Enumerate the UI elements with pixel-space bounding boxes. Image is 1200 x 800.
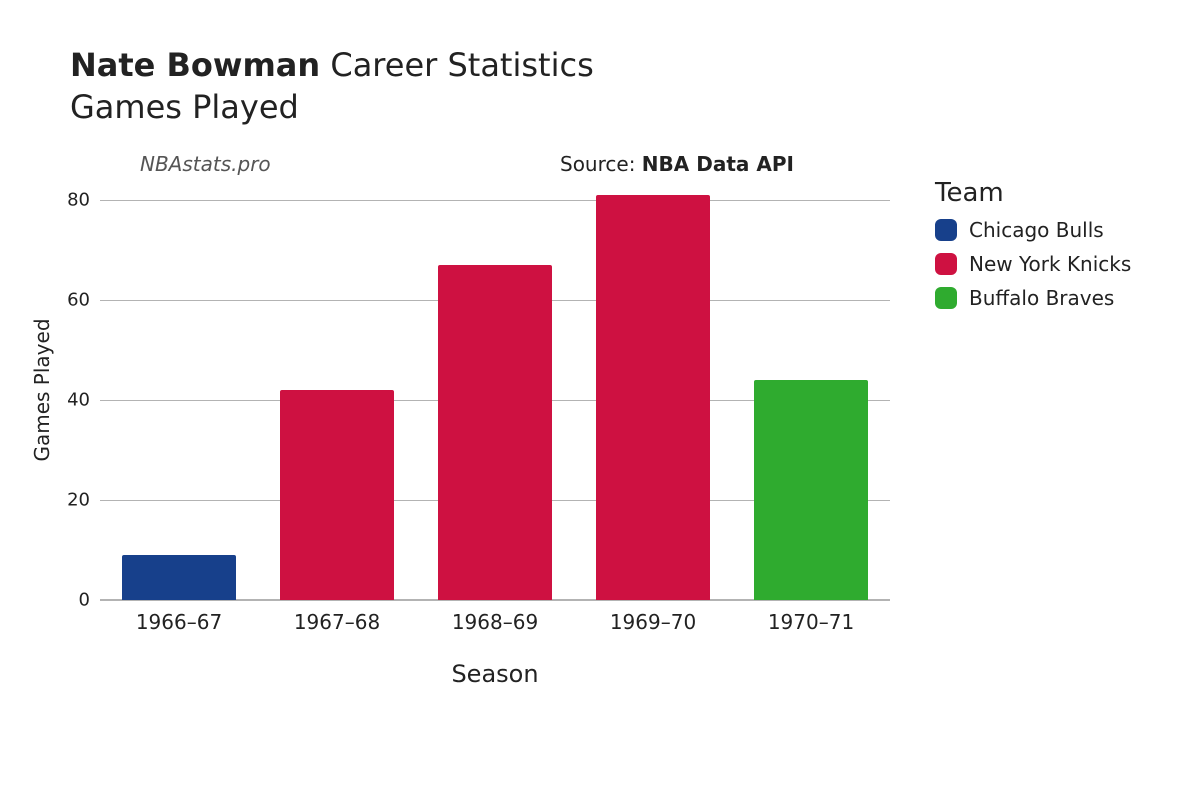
bar [438,265,552,600]
bar [754,380,868,600]
source-prefix: Source: [560,152,642,176]
legend-title: Team [935,178,1131,208]
legend-item: New York Knicks [935,252,1131,276]
bar [596,195,710,600]
x-axis-label: Season [451,660,538,688]
bar [280,390,394,600]
x-tick-label: 1968–69 [452,610,538,634]
legend-swatch [935,219,957,241]
grid-line [100,200,890,201]
grid-line [100,600,890,601]
plot-area [100,180,890,600]
bar [122,555,236,600]
y-tick-label: 40 [30,390,90,411]
legend-label: Chicago Bulls [969,218,1104,242]
legend-swatch [935,287,957,309]
legend-item: Buffalo Braves [935,286,1131,310]
legend: Team Chicago Bulls New York Knicks Buffalo… [935,178,1131,320]
legend-label: Buffalo Braves [969,286,1114,310]
chart-title: Nate Bowman Career Statistics Games Play… [70,46,594,126]
source-name: NBA Data API [642,152,794,176]
x-tick-label: 1969–70 [610,610,696,634]
title-suffix: Career Statistics [320,46,594,84]
title-line-2: Games Played [70,88,594,126]
y-tick-label: 60 [30,290,90,311]
legend-item: Chicago Bulls [935,218,1131,242]
y-tick-label: 20 [30,490,90,511]
legend-swatch [935,253,957,275]
source-attribution: Source: NBA Data API [560,152,794,176]
watermark-text: NBAstats.pro [140,152,271,176]
x-tick-label: 1970–71 [768,610,854,634]
x-tick-label: 1967–68 [294,610,380,634]
title-line-1: Nate Bowman Career Statistics [70,46,594,84]
y-tick-label: 80 [30,190,90,211]
x-tick-label: 1966–67 [136,610,222,634]
y-tick-label: 0 [30,590,90,611]
legend-label: New York Knicks [969,252,1131,276]
title-player-name: Nate Bowman [70,46,320,84]
